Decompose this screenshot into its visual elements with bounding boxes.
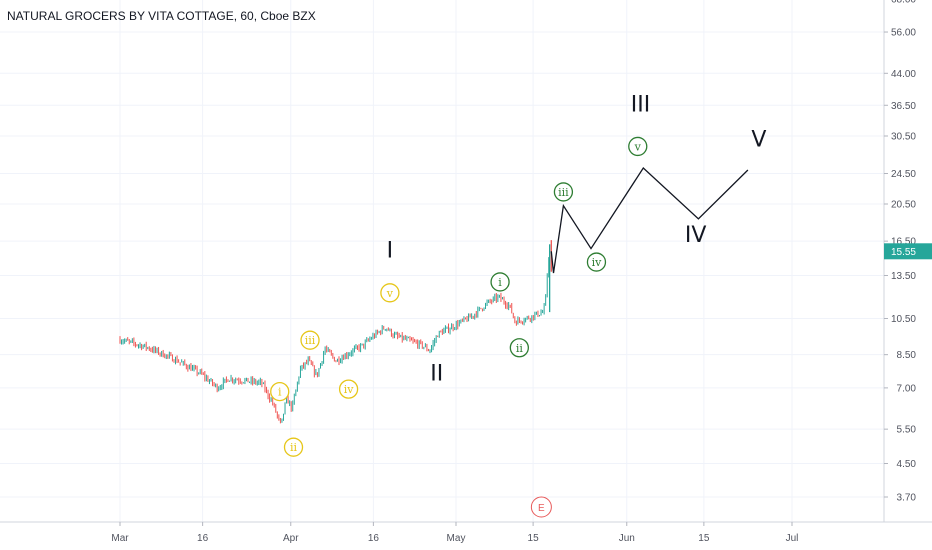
price-tick-label: 24.50 <box>891 169 916 180</box>
chart-title: NATURAL GROCERS BY VITA COTTAGE, 60, Cbo… <box>7 9 316 23</box>
price-tick-label: 56.00 <box>891 28 916 39</box>
price-series <box>119 240 552 424</box>
price-tick-label: 10.50 <box>891 314 916 325</box>
price-tick-label: 68.00 <box>891 0 916 5</box>
wave-circle <box>300 330 320 350</box>
price-tick-label: 13.50 <box>891 271 916 282</box>
price-tick-label: 8.50 <box>897 350 917 361</box>
time-tick-label: Jul <box>786 533 799 544</box>
minor-wave-iii: iii <box>553 182 574 202</box>
earnings-marker[interactable]: E <box>530 496 552 518</box>
chart-grid <box>0 0 884 522</box>
last-price-value: 15.55 <box>891 247 916 258</box>
price-tick-label: 4.50 <box>897 459 917 470</box>
wave-circle <box>270 381 290 402</box>
time-tick-label: Jun <box>619 533 635 544</box>
wave-circle <box>586 252 607 272</box>
major-wave-label: IV <box>685 223 707 248</box>
last-price-background <box>884 243 932 260</box>
major-wave-label: V <box>751 127 766 152</box>
time-tick-label: Mar <box>111 533 129 544</box>
price-axis[interactable]: 68.00 56.00 44.00 36.50 30.50 24.50 20.50 16.50… <box>884 0 916 503</box>
price-tick-label: 36.50 <box>891 101 916 112</box>
minor-wave-label: v <box>634 140 642 153</box>
minor-wave-v: v <box>628 136 648 157</box>
minor-wave-label: iv <box>592 256 603 269</box>
minor-wave-label: ii <box>290 441 298 454</box>
wave-circle <box>490 272 510 292</box>
minor-wave-label: i <box>278 386 282 399</box>
major-wave-label: I <box>387 238 394 263</box>
major-wave-label: III <box>631 92 650 117</box>
projection-line <box>550 166 749 274</box>
wave-circle <box>628 136 648 157</box>
minor-wave-i: i <box>490 272 510 292</box>
minor-wave-label: iv <box>344 383 355 396</box>
time-tick-label: 15 <box>698 533 710 544</box>
price-tick-label: 30.50 <box>891 132 916 143</box>
price-tick-label: 5.50 <box>897 425 917 436</box>
earnings-icon[interactable] <box>530 496 552 518</box>
price-tick-label: 7.00 <box>897 383 917 394</box>
wave-circle <box>380 283 400 303</box>
time-axis[interactable]: Mar 16 Apr 16 May 15 Jun 15 Jul <box>111 522 798 544</box>
minor-wave-iii: iii <box>300 330 320 350</box>
price-tick-label: 16.50 <box>891 237 916 248</box>
last-price-tag: 15.55 <box>884 243 932 260</box>
minor-wave-label: i <box>498 276 502 289</box>
minor-wave-iv: iv <box>586 252 607 272</box>
time-tick-label: 16 <box>368 533 380 544</box>
wave-circle <box>283 437 304 457</box>
price-tick-label: 44.00 <box>891 69 916 80</box>
minor-wave-i: i <box>270 381 290 402</box>
minor-wave-label: iii <box>558 186 569 199</box>
time-tick-label: May <box>447 533 466 544</box>
major-wave-label: II <box>430 362 443 387</box>
wave-circle <box>338 379 359 399</box>
time-tick-label: 15 <box>528 533 540 544</box>
minor-wave-v: v <box>380 283 400 303</box>
minor-wave-label: v <box>386 287 394 300</box>
earnings-label: E <box>538 503 545 514</box>
wave-projection <box>550 166 749 274</box>
price-tick-label: 3.70 <box>897 492 917 503</box>
minor-wave-iv: iv <box>338 379 359 399</box>
price-tick-label: 20.50 <box>891 200 916 211</box>
minor-wave-ii: ii <box>509 338 529 358</box>
wave-circle <box>509 338 529 358</box>
wave-circle <box>553 182 574 202</box>
time-tick-label: 16 <box>197 533 209 544</box>
minor-wave-ii: ii <box>283 437 304 457</box>
minor-wave-label: ii <box>516 342 524 355</box>
minor-wave-label: iii <box>305 334 316 347</box>
time-tick-label: Apr <box>283 533 299 544</box>
